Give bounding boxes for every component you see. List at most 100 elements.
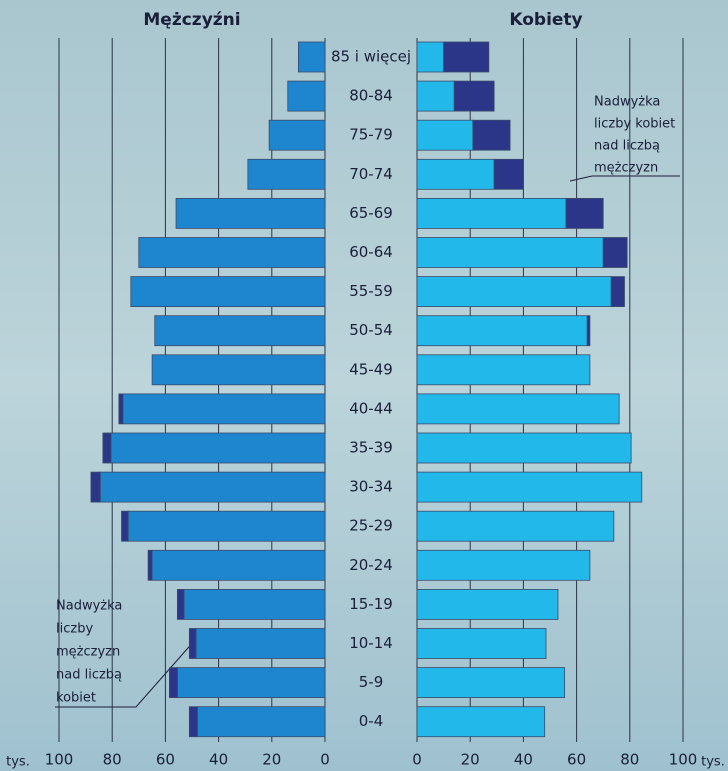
x-tick-label: 60 bbox=[156, 751, 175, 769]
left-title: Mężczyźni bbox=[143, 10, 240, 30]
bar bbox=[443, 41, 490, 73]
x-unit: tys. bbox=[6, 755, 30, 770]
bar bbox=[168, 667, 178, 698]
x-tick-label: 20 bbox=[262, 751, 281, 769]
bar bbox=[416, 628, 547, 659]
bar bbox=[453, 80, 495, 112]
bar bbox=[565, 197, 604, 229]
category-label: 65-69 bbox=[349, 204, 393, 222]
bar bbox=[130, 276, 326, 308]
bar bbox=[416, 354, 591, 386]
category-label: 20-24 bbox=[349, 556, 393, 574]
annotation: kobiet bbox=[56, 691, 96, 706]
bar bbox=[416, 119, 474, 151]
annotation: Nadwyżka bbox=[594, 95, 660, 110]
bar bbox=[416, 41, 445, 73]
x-tick-label: 0 bbox=[412, 751, 422, 769]
x-tick-label: 100 bbox=[45, 751, 74, 769]
bar bbox=[287, 80, 326, 112]
bar bbox=[176, 589, 185, 620]
bar bbox=[416, 549, 591, 581]
bar bbox=[183, 589, 326, 620]
bar bbox=[416, 667, 566, 698]
bar bbox=[416, 276, 612, 308]
bar bbox=[268, 119, 326, 151]
category-label: 55-59 bbox=[349, 282, 393, 300]
bar bbox=[247, 158, 326, 190]
right-title: Kobiety bbox=[509, 10, 582, 30]
x-tick-label: 100 bbox=[669, 751, 698, 769]
category-label: 15-19 bbox=[349, 595, 393, 613]
bar bbox=[127, 510, 326, 542]
bar bbox=[90, 471, 101, 503]
x-tick-label: 40 bbox=[209, 751, 228, 769]
x-tick-label: 60 bbox=[567, 751, 586, 769]
bar bbox=[188, 706, 198, 738]
bar bbox=[416, 80, 455, 112]
category-label: 75-79 bbox=[349, 126, 393, 144]
x-tick-label: 40 bbox=[514, 751, 533, 769]
annotation: Nadwyżka bbox=[56, 599, 122, 614]
bar bbox=[493, 158, 524, 190]
bar bbox=[416, 158, 495, 190]
bar bbox=[175, 197, 326, 229]
annotation: nad liczbą bbox=[56, 668, 122, 683]
bar bbox=[416, 432, 632, 464]
bar bbox=[416, 706, 546, 738]
bar bbox=[472, 119, 511, 151]
category-label: 50-54 bbox=[349, 321, 393, 339]
bar bbox=[121, 510, 129, 542]
bar bbox=[416, 237, 604, 268]
category-label: 30-34 bbox=[349, 478, 393, 496]
bar bbox=[586, 315, 591, 347]
bar bbox=[416, 471, 643, 503]
bar bbox=[99, 471, 326, 503]
annotation: liczby kobiet bbox=[594, 117, 675, 132]
bar bbox=[416, 315, 588, 347]
category-label: 0-4 bbox=[359, 712, 384, 730]
bar bbox=[188, 628, 197, 659]
category-label: 5-9 bbox=[359, 673, 384, 691]
category-label: 45-49 bbox=[349, 360, 393, 378]
category-label: 40-44 bbox=[349, 399, 393, 417]
bar bbox=[195, 628, 326, 659]
annotation: nad liczbą bbox=[594, 139, 660, 154]
bar bbox=[416, 197, 567, 229]
x-tick-label: 80 bbox=[620, 751, 639, 769]
category-label: 25-29 bbox=[349, 517, 393, 535]
bar bbox=[102, 432, 112, 464]
bar bbox=[416, 393, 620, 425]
annotation: mężczyzn bbox=[56, 645, 120, 660]
bar bbox=[602, 237, 628, 268]
x-tick-label: 80 bbox=[103, 751, 122, 769]
bar bbox=[151, 549, 326, 581]
bar bbox=[147, 549, 153, 581]
bar bbox=[416, 589, 559, 620]
category-label: 85 i więcej bbox=[331, 48, 411, 66]
annotation: liczby bbox=[56, 622, 93, 637]
bar bbox=[154, 315, 326, 347]
category-label: 35-39 bbox=[349, 439, 393, 457]
x-tick-label: 0 bbox=[320, 751, 330, 769]
category-label: 80-84 bbox=[349, 87, 393, 105]
bar bbox=[151, 354, 326, 386]
x-tick-label: 20 bbox=[461, 751, 480, 769]
leader-line bbox=[569, 175, 680, 182]
bar bbox=[138, 237, 326, 268]
bar bbox=[118, 393, 124, 425]
bar bbox=[416, 510, 615, 542]
bar bbox=[610, 276, 625, 308]
bar bbox=[176, 667, 326, 698]
bar bbox=[122, 393, 326, 425]
bar bbox=[297, 41, 326, 73]
bar bbox=[110, 432, 326, 464]
category-label: 70-74 bbox=[349, 165, 393, 183]
x-unit: tys. bbox=[701, 755, 725, 770]
category-label: 10-14 bbox=[349, 634, 393, 652]
bar bbox=[196, 706, 326, 738]
leader-line bbox=[55, 639, 196, 708]
category-label: 60-64 bbox=[349, 243, 393, 261]
annotation: mężczyzn bbox=[594, 161, 658, 176]
